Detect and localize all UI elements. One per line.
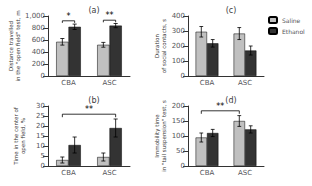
svg-text:10: 10: [36, 142, 45, 150]
svg-text:0: 0: [41, 162, 45, 170]
svg-text:*: *: [67, 12, 71, 21]
svg-text:ASC: ASC: [238, 79, 252, 87]
svg-text:15: 15: [36, 132, 45, 140]
svg-text:ASC: ASC: [238, 169, 252, 177]
svg-text:**: **: [106, 11, 114, 20]
svg-text:150: 150: [172, 117, 185, 125]
svg-text:25: 25: [36, 112, 45, 120]
svg-text:Immobility time: Immobility time: [154, 114, 161, 158]
svg-text:800: 800: [32, 24, 45, 32]
svg-text:Ethanol: Ethanol: [282, 28, 305, 35]
svg-text:1,000: 1,000: [25, 12, 45, 20]
svg-text:ASC: ASC: [102, 79, 116, 87]
svg-text:Distance travelled: Distance travelled: [8, 21, 14, 71]
svg-text:100: 100: [172, 57, 185, 65]
svg-text:600: 600: [32, 36, 45, 44]
svg-text:(d): (d): [225, 96, 236, 105]
svg-text:**: **: [216, 102, 224, 111]
svg-text:(a): (a): [88, 6, 99, 15]
svg-text:ASC: ASC: [102, 169, 116, 177]
svg-text:**: **: [85, 105, 93, 114]
svg-text:CBA: CBA: [61, 169, 76, 177]
svg-text:200: 200: [32, 60, 45, 68]
svg-text:CBA: CBA: [61, 79, 76, 87]
svg-text:in "tail suspension" test, s: in "tail suspension" test, s: [161, 100, 168, 172]
svg-text:50: 50: [176, 147, 185, 155]
svg-text:200: 200: [172, 102, 185, 110]
svg-text:Duration: Duration: [154, 34, 160, 58]
svg-text:300: 300: [172, 27, 185, 35]
svg-text:CBA: CBA: [200, 169, 215, 177]
svg-text:5: 5: [41, 152, 45, 160]
svg-text:20: 20: [36, 122, 45, 130]
svg-text:30: 30: [36, 102, 45, 110]
svg-text:100: 100: [172, 132, 185, 140]
svg-text:0: 0: [41, 72, 45, 80]
svg-text:in the "open field" test, m: in the "open field" test, m: [15, 10, 22, 81]
svg-text:(b): (b): [88, 96, 99, 105]
svg-text:(c): (c): [226, 6, 237, 15]
svg-text:Saline: Saline: [282, 17, 301, 24]
svg-text:200: 200: [172, 42, 185, 50]
svg-text:400: 400: [172, 12, 185, 20]
svg-text:0: 0: [181, 162, 185, 170]
svg-text:of social contacts, s: of social contacts, s: [161, 19, 167, 73]
svg-text:Time in the center of: Time in the center of: [13, 106, 19, 166]
svg-text:400: 400: [32, 48, 45, 56]
svg-text:0: 0: [181, 72, 185, 80]
svg-text:open field, %: open field, %: [20, 118, 27, 154]
svg-text:CBA: CBA: [200, 79, 215, 87]
